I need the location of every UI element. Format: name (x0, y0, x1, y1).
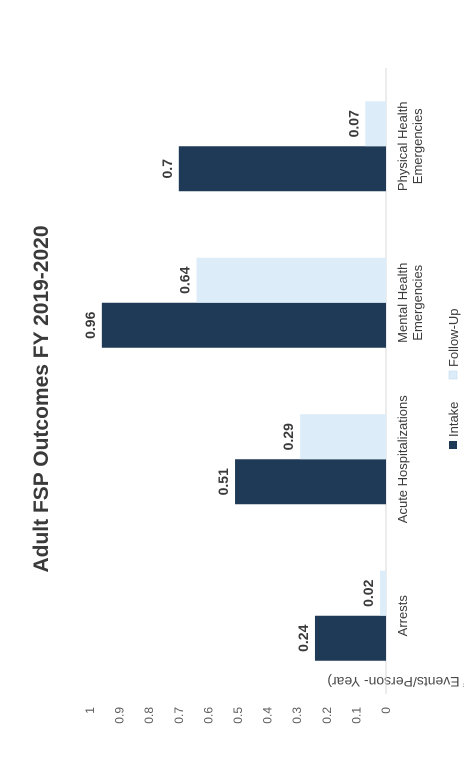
legend-label-0: Intake (446, 402, 461, 437)
bar-intake-0 (314, 615, 386, 661)
y-tick-label-3: 0.3 (290, 707, 304, 724)
category-label-0: Arrests (395, 595, 410, 637)
y-tick-labels: 0 0.1 0.2 0.3 0.4 0.5 0.6 0.7 0.8 0.9 1 (83, 707, 393, 724)
value-label-0-0: 0.24 (295, 624, 311, 651)
category-labels: Arrests Acute Hospitalizations Mental Heal… (395, 101, 425, 636)
bars (101, 101, 386, 661)
value-label-0-1: 0.51 (215, 468, 231, 495)
bar-follow-up-1 (300, 414, 386, 460)
y-tick-label-0: 0 (379, 707, 393, 714)
legend-swatch-1 (448, 370, 458, 380)
bar-follow-up-3 (365, 101, 386, 147)
value-label-1-0: 0.02 (360, 579, 376, 606)
bar-follow-up-0 (380, 570, 386, 616)
legend-swatch-0 (449, 441, 457, 449)
value-label-1-2: 0.64 (177, 266, 193, 293)
value-label-1-1: 0.29 (280, 423, 296, 450)
bar-follow-up-2 (196, 257, 386, 303)
bar-intake-2 (101, 302, 386, 348)
y-tick-label-6: 0.6 (201, 707, 215, 724)
y-tick-label-8: 0.8 (142, 707, 156, 724)
legend: Intake Follow-Up (446, 308, 461, 449)
y-tick-label-7: 0.7 (172, 707, 186, 724)
legend-label-1: Follow-Up (446, 308, 461, 367)
category-label-1: Acute Hospitalizations (395, 395, 410, 523)
y-tick-label-2: 0.2 (320, 707, 334, 724)
chart-title: Adult FSP Outcomes FY 2019-2020 (30, 225, 53, 572)
value-labels: 0.24 0.02 0.51 0.29 0.96 0.64 0.7 0.07 (82, 110, 376, 652)
value-label-1-3: 0.07 (345, 110, 361, 137)
value-label-0-3: 0.7 (159, 159, 175, 179)
y-axis-label: Event Rate (# of Events/Person- Year) (327, 674, 464, 690)
category-label-3: Physical HealthEmergencies (395, 101, 425, 191)
bar-intake-3 (178, 146, 386, 192)
y-tick-label-10: 1 (83, 707, 97, 714)
y-tick-label-5: 0.5 (231, 707, 245, 724)
value-label-0-2: 0.96 (82, 311, 98, 338)
y-tick-label-4: 0.4 (261, 707, 275, 724)
y-tick-label-9: 0.9 (113, 707, 127, 724)
category-label-2: Mental HealthEmergencies (395, 263, 425, 343)
y-tick-label-1: 0.1 (349, 707, 363, 724)
bar-intake-1 (235, 459, 386, 505)
